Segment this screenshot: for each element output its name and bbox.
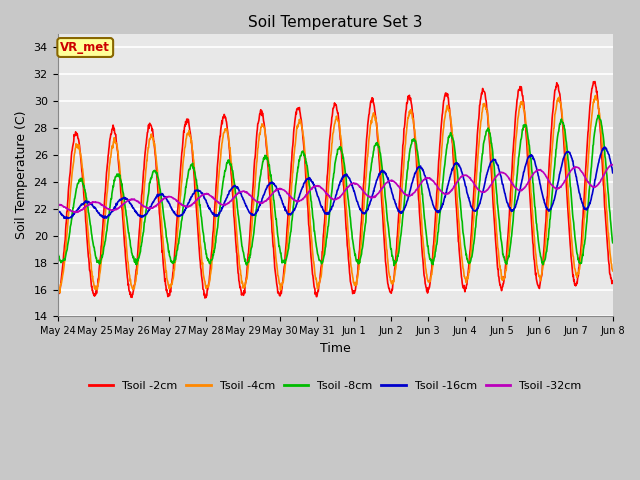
- X-axis label: Time: Time: [320, 342, 351, 355]
- Legend: Tsoil -2cm, Tsoil -4cm, Tsoil -8cm, Tsoil -16cm, Tsoil -32cm: Tsoil -2cm, Tsoil -4cm, Tsoil -8cm, Tsoi…: [84, 377, 586, 396]
- Text: VR_met: VR_met: [60, 41, 110, 54]
- Title: Soil Temperature Set 3: Soil Temperature Set 3: [248, 15, 422, 30]
- Y-axis label: Soil Temperature (C): Soil Temperature (C): [15, 111, 28, 240]
